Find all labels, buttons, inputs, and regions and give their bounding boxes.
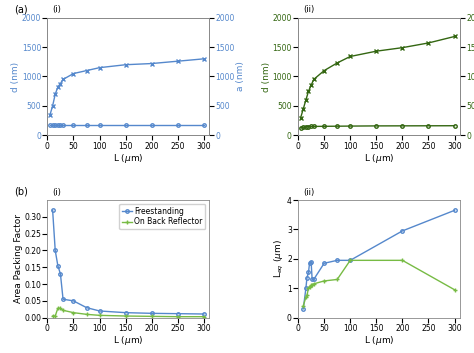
X-axis label: L ($\mu$m): L ($\mu$m) <box>113 152 144 165</box>
Text: (ii): (ii) <box>303 187 314 197</box>
X-axis label: L ($\mu$m): L ($\mu$m) <box>113 334 144 347</box>
X-axis label: L ($\mu$m): L ($\mu$m) <box>364 334 394 347</box>
Y-axis label: d (nm): d (nm) <box>11 61 20 91</box>
Freestanding <box>53 249 58 253</box>
On Back Reflector <box>50 314 55 318</box>
Y-axis label: Area Packing Factor: Area Packing Factor <box>14 214 23 303</box>
On Back Reflector <box>97 313 102 317</box>
On Back Reflector <box>123 314 128 318</box>
Line: Freestanding: Freestanding <box>51 208 206 316</box>
Text: (a): (a) <box>14 4 28 14</box>
Freestanding <box>60 297 66 301</box>
Freestanding <box>55 263 61 268</box>
On Back Reflector <box>84 312 90 316</box>
On Back Reflector <box>149 314 155 318</box>
On Back Reflector <box>53 314 58 318</box>
Text: (i): (i) <box>52 187 61 197</box>
Y-axis label: d (nm): d (nm) <box>262 61 271 91</box>
Freestanding <box>71 299 76 303</box>
Text: (ii): (ii) <box>303 5 314 14</box>
On Back Reflector <box>201 315 207 319</box>
Y-axis label: a (nm): a (nm) <box>236 61 245 91</box>
Freestanding <box>201 312 207 316</box>
On Back Reflector <box>71 311 76 315</box>
Text: (i): (i) <box>52 5 61 14</box>
Freestanding <box>123 311 128 315</box>
Freestanding <box>149 311 155 316</box>
Freestanding <box>84 305 90 310</box>
Line: On Back Reflector: On Back Reflector <box>51 306 206 319</box>
Freestanding <box>58 272 64 276</box>
X-axis label: L ($\mu$m): L ($\mu$m) <box>364 152 394 165</box>
Freestanding <box>50 208 55 212</box>
Freestanding <box>175 312 181 316</box>
Y-axis label: L$_{eq}$ ($\mu$m): L$_{eq}$ ($\mu$m) <box>273 239 285 278</box>
Legend: Freestanding, On Back Reflector: Freestanding, On Back Reflector <box>119 204 205 229</box>
On Back Reflector <box>58 306 64 310</box>
On Back Reflector <box>60 308 66 312</box>
Freestanding <box>97 309 102 313</box>
On Back Reflector <box>55 306 61 310</box>
Text: (b): (b) <box>14 186 28 197</box>
On Back Reflector <box>175 315 181 319</box>
